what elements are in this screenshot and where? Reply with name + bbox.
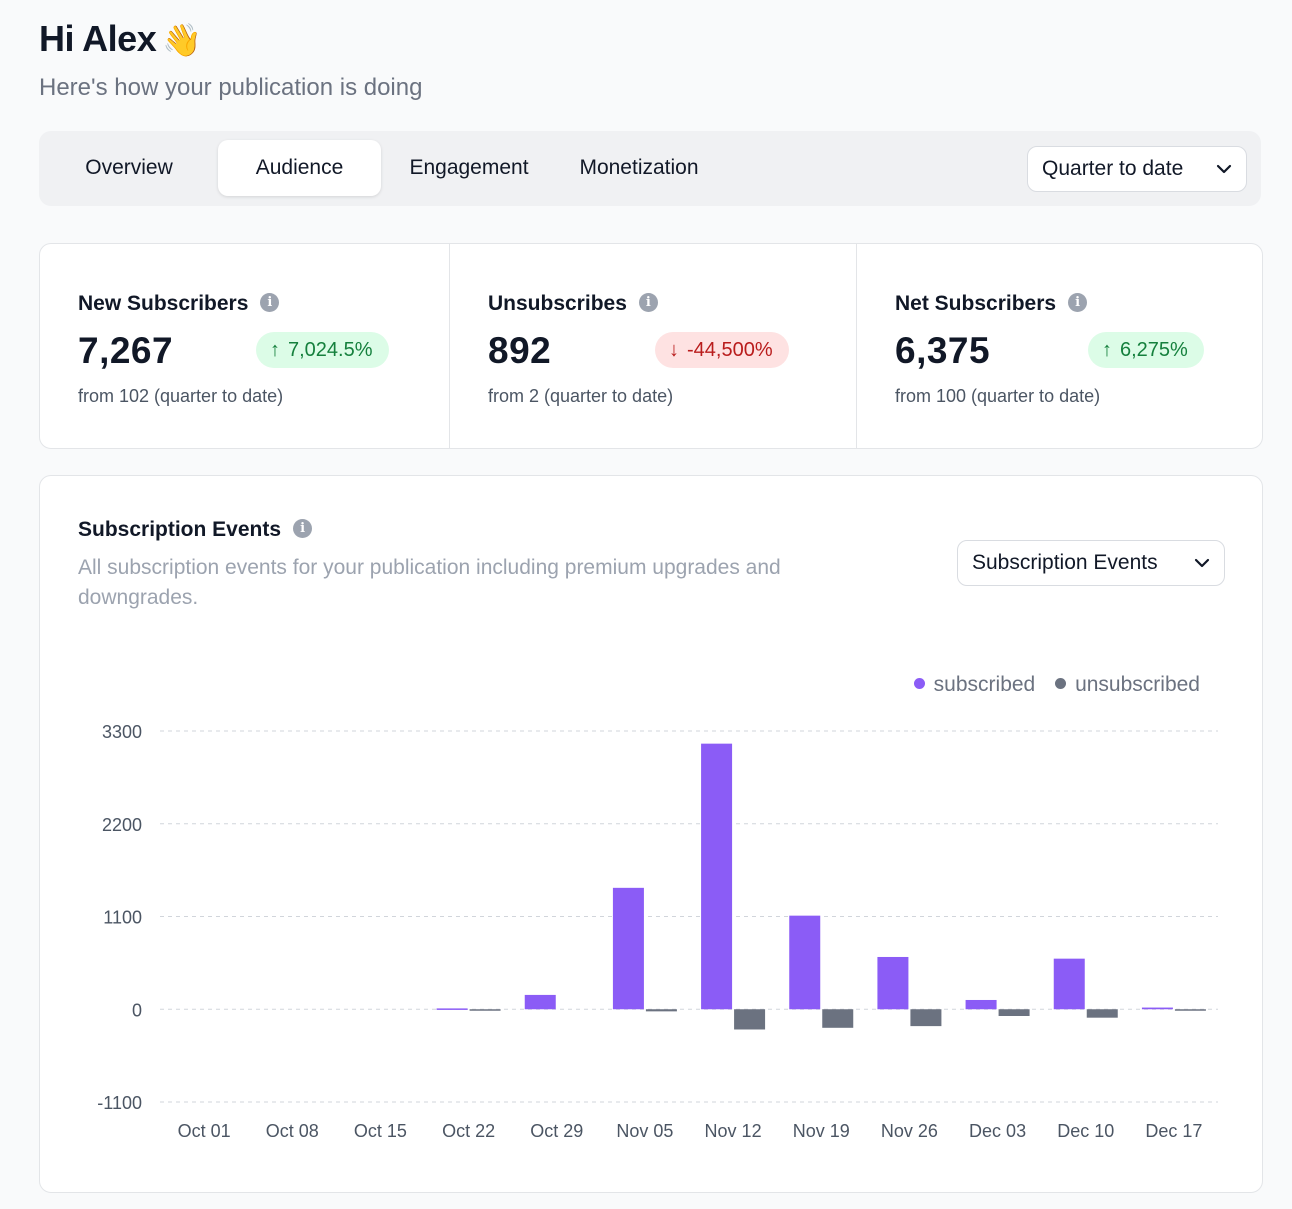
bar-subscribed xyxy=(436,1008,468,1010)
legend-item-unsubscribed[interactable]: unsubscribed xyxy=(1055,673,1200,697)
date-range-select[interactable]: Quarter to date xyxy=(1027,146,1247,192)
arrow-up-icon: ↑ xyxy=(1102,339,1112,361)
y-tick-label: 2200 xyxy=(102,815,142,835)
date-range-value: Quarter to date xyxy=(1042,157,1184,180)
legend-dot-icon xyxy=(913,678,925,689)
stats-card: New Subscribers 7,267 ↑7,024.5% from 102… xyxy=(39,243,1263,449)
stat-unsubscribes: Unsubscribes 892 ↓-44,500% from 2 (quart… xyxy=(449,244,856,448)
info-icon[interactable] xyxy=(293,519,313,538)
bar-unsubscribed xyxy=(734,1009,766,1030)
tab-bar: Overview Audience Engagement Monetizatio… xyxy=(39,131,1261,206)
legend-item-subscribed[interactable]: subscribed xyxy=(913,673,1035,697)
stat-label: Unsubscribes xyxy=(488,292,658,316)
y-tick-label: 0 xyxy=(132,1000,142,1020)
info-icon[interactable] xyxy=(638,293,658,312)
chart-description: All subscription events for your publica… xyxy=(78,556,781,609)
x-tick-label: Oct 08 xyxy=(266,1121,319,1141)
bar-subscribed xyxy=(789,915,821,1010)
greeting-text: Hi Alex xyxy=(39,18,157,59)
subscription-events-card: Subscription Events All subscription eve… xyxy=(39,475,1263,1193)
arrow-up-icon: ↑ xyxy=(270,339,280,361)
bar-subscribed xyxy=(701,743,733,1010)
bar-chart: 3300 2200 1100 0 -1100 Oct 01 Oct 08 Oct 15 Oct … xyxy=(97,722,1218,1141)
change-badge: ↑ 7,024.5% xyxy=(256,332,389,368)
x-tick-label: Oct 29 xyxy=(530,1121,583,1141)
stat-from: from 100 (quarter to date) xyxy=(895,386,1101,406)
bar-subscribed xyxy=(877,956,909,1010)
x-tick-label: Nov 05 xyxy=(616,1121,673,1141)
tab-overview[interactable]: Overview xyxy=(85,156,173,179)
x-tick-label: Dec 03 xyxy=(969,1121,1026,1141)
bar-unsubscribed xyxy=(1174,1009,1206,1011)
bar-unsubscribed xyxy=(645,1009,677,1012)
x-tick-label: Dec 10 xyxy=(1057,1121,1114,1141)
metric-select-value: Subscription Events xyxy=(972,551,1158,574)
y-tick-label: 3300 xyxy=(102,722,142,742)
x-tick-label: Nov 12 xyxy=(705,1121,762,1141)
bar-unsubscribed xyxy=(822,1009,854,1028)
tab-monetization[interactable]: Monetization xyxy=(579,156,699,179)
x-tick-label: Dec 17 xyxy=(1145,1121,1202,1141)
change-badge: ↓ -44,500% xyxy=(655,332,789,368)
bar-subscribed xyxy=(965,999,997,1010)
change-badge: ↑ 6,275% xyxy=(1088,332,1204,368)
x-tick-label: Nov 19 xyxy=(793,1121,850,1141)
page-subtitle: Here's how your publication is doing xyxy=(39,74,423,101)
bar-subscribed xyxy=(1141,1007,1173,1010)
metric-select[interactable]: Subscription Events xyxy=(957,540,1225,586)
x-tick-label: Oct 22 xyxy=(442,1121,495,1141)
y-tick-label: -1100 xyxy=(97,1093,142,1113)
chart-legend: subscribed unsubscribed xyxy=(900,673,1200,697)
stat-label: Net Subscribers xyxy=(895,292,1088,316)
stat-from: from 2 (quarter to date) xyxy=(488,386,674,406)
stat-label: New Subscribers xyxy=(78,292,280,316)
stat-value: 6,375 xyxy=(895,330,991,371)
stat-new-subscribers: New Subscribers 7,267 ↑7,024.5% from 102… xyxy=(40,244,449,448)
stat-from: from 102 (quarter to date) xyxy=(78,386,284,406)
chart-title: Subscription Events xyxy=(78,518,313,542)
bar-subscribed xyxy=(524,994,556,1010)
chevron-down-icon xyxy=(1216,164,1232,174)
stat-value: 7,267 xyxy=(78,330,174,371)
chevron-down-icon xyxy=(1194,558,1210,568)
x-tick-label: Oct 15 xyxy=(354,1121,407,1141)
stat-net-subscribers: Net Subscribers 6,375 ↑6,275% from 100 (… xyxy=(856,244,1262,448)
bar-unsubscribed xyxy=(1086,1009,1118,1018)
y-tick-label: 1100 xyxy=(103,908,142,928)
wave-emoji-icon: 👋 xyxy=(162,22,202,58)
info-icon[interactable] xyxy=(1068,293,1088,312)
arrow-down-icon: ↓ xyxy=(669,339,679,361)
tab-engagement[interactable]: Engagement xyxy=(409,156,529,179)
greeting-title: Hi Alex 👋 xyxy=(39,18,202,60)
bar-subscribed xyxy=(612,887,644,1010)
tab-audience[interactable]: Audience xyxy=(218,140,381,196)
bar-unsubscribed xyxy=(469,1009,501,1011)
x-tick-label: Nov 26 xyxy=(881,1121,938,1141)
bar-unsubscribed xyxy=(910,1009,942,1027)
info-icon[interactable] xyxy=(260,293,280,312)
stat-value: 892 xyxy=(488,330,552,371)
bar-subscribed xyxy=(1053,958,1085,1010)
x-tick-label: Oct 01 xyxy=(178,1121,231,1141)
legend-dot-icon xyxy=(1055,678,1067,689)
bar-unsubscribed xyxy=(998,1009,1030,1016)
